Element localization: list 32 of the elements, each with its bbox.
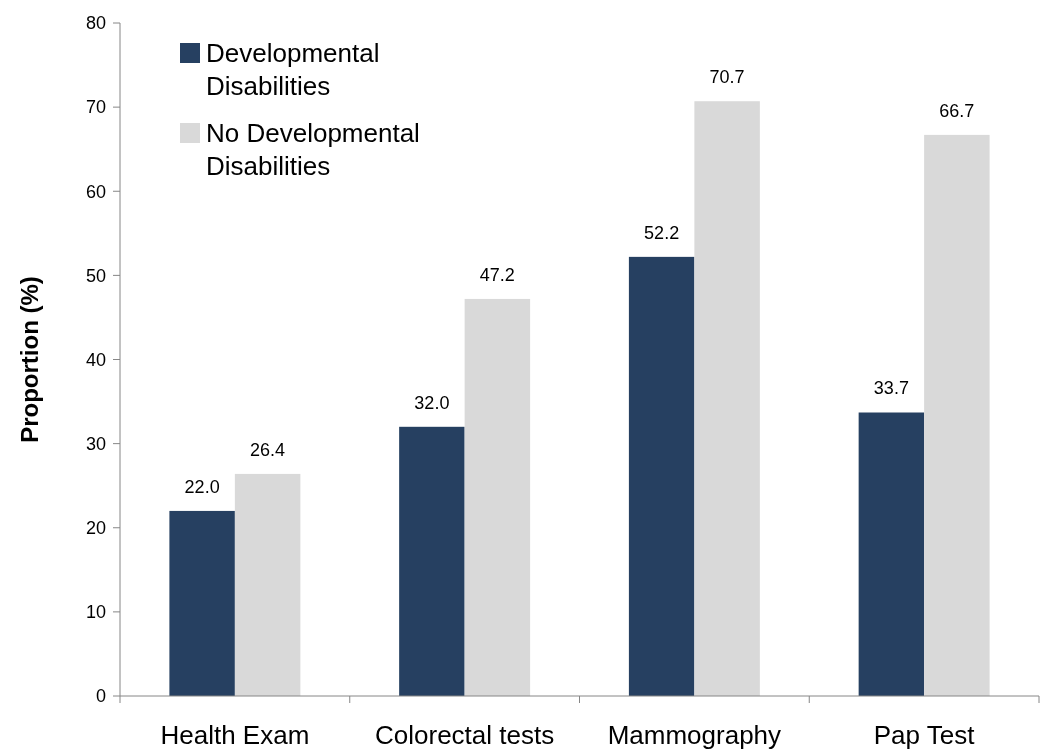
x-tick-label: Health Exam xyxy=(160,720,310,750)
y-tick-label: 20 xyxy=(85,518,106,539)
y-tick-label: 40 xyxy=(85,349,106,370)
bar xyxy=(694,101,760,696)
data-label: 70.7 xyxy=(709,67,745,88)
data-label: 33.7 xyxy=(873,378,909,399)
bar xyxy=(858,412,925,696)
data-label: 66.7 xyxy=(939,100,975,121)
x-tick-label: Pap Test xyxy=(873,720,976,750)
bar xyxy=(628,256,695,696)
legend-label: No Developmental Disabilities xyxy=(206,118,420,182)
data-label: 26.4 xyxy=(250,439,286,460)
y-tick-label: 0 xyxy=(95,686,106,707)
bar xyxy=(464,298,531,696)
y-axis-title: Proportion (%) xyxy=(16,276,43,443)
data-label: 52.2 xyxy=(644,222,680,243)
y-tick-label: 10 xyxy=(85,602,106,623)
bar xyxy=(924,134,990,696)
y-tick-label: 30 xyxy=(85,433,106,454)
data-label: 22.0 xyxy=(184,476,220,497)
bar xyxy=(234,473,301,696)
bar xyxy=(399,426,465,696)
y-tick-label: 50 xyxy=(85,265,106,286)
y-tick-label: 80 xyxy=(85,13,106,34)
legend-label: Developmental Disabilities xyxy=(206,38,380,102)
data-label: 47.2 xyxy=(479,264,515,285)
data-label: 32.0 xyxy=(414,392,450,413)
bar xyxy=(169,510,235,696)
y-tick-label: 60 xyxy=(85,181,106,202)
y-tick-label: 70 xyxy=(85,97,106,118)
x-tick-label: Colorectal tests xyxy=(375,720,555,750)
x-tick-label: Mammography xyxy=(607,720,782,750)
